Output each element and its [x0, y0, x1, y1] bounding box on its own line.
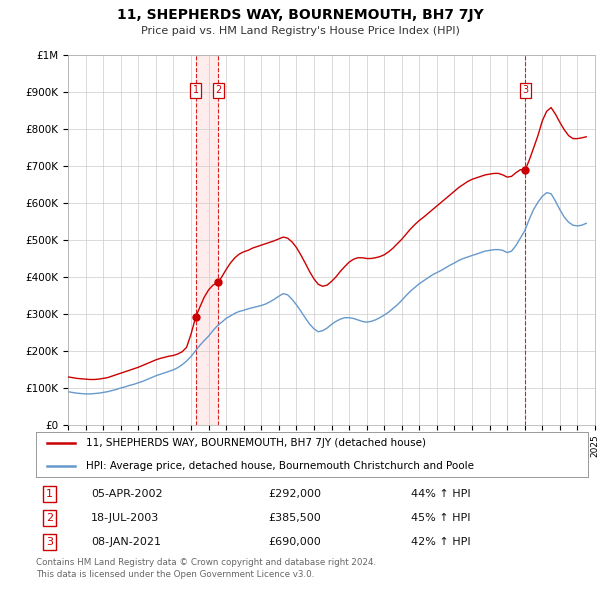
Bar — [196, 55, 218, 425]
Text: 3: 3 — [522, 85, 529, 95]
Text: £690,000: £690,000 — [268, 537, 320, 547]
Text: 11, SHEPHERDS WAY, BOURNEMOUTH, BH7 7JY: 11, SHEPHERDS WAY, BOURNEMOUTH, BH7 7JY — [116, 8, 484, 22]
Text: 05-APR-2002: 05-APR-2002 — [91, 489, 163, 499]
Text: 42% ↑ HPI: 42% ↑ HPI — [412, 537, 471, 547]
Text: 08-JAN-2021: 08-JAN-2021 — [91, 537, 161, 547]
Text: £292,000: £292,000 — [268, 489, 321, 499]
Text: 1: 1 — [193, 85, 199, 95]
Text: 45% ↑ HPI: 45% ↑ HPI — [412, 513, 471, 523]
Text: 2: 2 — [46, 513, 53, 523]
Text: HPI: Average price, detached house, Bournemouth Christchurch and Poole: HPI: Average price, detached house, Bour… — [86, 461, 473, 471]
Text: Price paid vs. HM Land Registry's House Price Index (HPI): Price paid vs. HM Land Registry's House … — [140, 26, 460, 36]
Text: £385,500: £385,500 — [268, 513, 320, 523]
Text: 11, SHEPHERDS WAY, BOURNEMOUTH, BH7 7JY (detached house): 11, SHEPHERDS WAY, BOURNEMOUTH, BH7 7JY … — [86, 438, 425, 448]
Text: Contains HM Land Registry data © Crown copyright and database right 2024.: Contains HM Land Registry data © Crown c… — [36, 558, 376, 567]
Text: 18-JUL-2003: 18-JUL-2003 — [91, 513, 160, 523]
Text: This data is licensed under the Open Government Licence v3.0.: This data is licensed under the Open Gov… — [36, 570, 314, 579]
Text: 44% ↑ HPI: 44% ↑ HPI — [412, 489, 471, 499]
Text: 3: 3 — [46, 537, 53, 547]
Text: 1: 1 — [46, 489, 53, 499]
Text: 2: 2 — [215, 85, 221, 95]
